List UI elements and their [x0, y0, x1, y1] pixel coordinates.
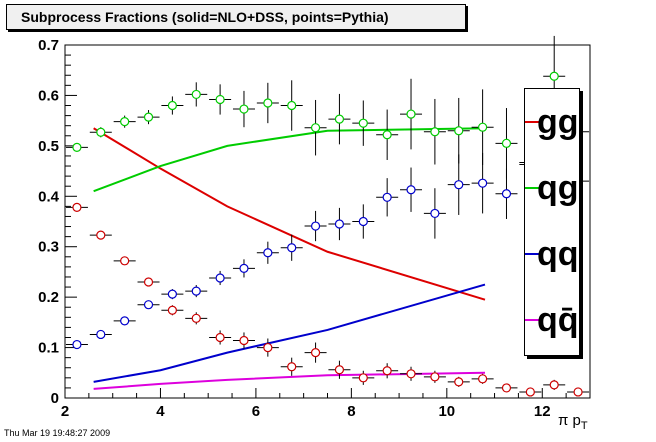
point-gg	[549, 380, 559, 390]
point-qg	[454, 126, 464, 136]
y-tick-label: 0.4	[38, 188, 60, 205]
point-qq	[143, 300, 154, 310]
point-gg	[430, 372, 440, 382]
y-tick-label: 0.2	[38, 289, 59, 306]
point-qg	[263, 98, 273, 108]
curve-qg	[93, 127, 486, 193]
y-tick-label: 0	[51, 390, 59, 407]
point-qg	[215, 94, 225, 105]
legend-label-qqbar: qq̄	[537, 301, 579, 339]
point-qq	[430, 208, 440, 219]
point-qq	[239, 263, 249, 273]
point-gg	[310, 348, 321, 358]
point-qg	[406, 109, 416, 119]
point-gg	[96, 230, 106, 240]
point-gg	[287, 362, 297, 372]
point-gg	[143, 277, 154, 287]
x-tick-label: 2	[61, 403, 69, 420]
y-tick-label: 0.6	[38, 87, 59, 104]
point-qg	[120, 117, 130, 127]
point-qq	[191, 286, 201, 296]
point-qg	[239, 104, 249, 114]
point-qq	[120, 316, 130, 326]
point-qg	[382, 130, 392, 140]
point-qg	[549, 71, 559, 81]
point-qg	[334, 114, 345, 124]
legend-swatch-gg	[525, 121, 541, 123]
point-gg	[573, 387, 583, 397]
point-qq	[406, 185, 416, 195]
point-qg	[501, 138, 512, 148]
plot-frame	[64, 44, 591, 399]
legend-swatch-qq	[525, 253, 541, 255]
x-tick-label: 4	[156, 403, 165, 420]
point-gg	[454, 377, 464, 387]
x-tick-label: 12	[534, 403, 551, 420]
point-qg	[478, 122, 488, 132]
point-qq	[501, 189, 512, 199]
point-qq	[478, 178, 488, 188]
legend-label-qq: qq	[537, 235, 579, 273]
point-qg	[191, 89, 201, 100]
y-tick-label: 0.7	[38, 37, 59, 54]
point-qq	[310, 221, 321, 231]
point-qq	[96, 329, 106, 340]
point-gg	[334, 365, 345, 375]
legend-swatch-qg	[525, 187, 541, 189]
point-qg	[310, 123, 321, 133]
timestamp: Thu Mar 19 19:48:27 2009	[4, 428, 111, 438]
curve-qq	[93, 283, 486, 383]
point-qg	[167, 100, 177, 111]
point-gg	[72, 202, 82, 212]
point-gg	[263, 342, 273, 353]
y-tick-label: 0.5	[38, 138, 59, 155]
point-qg	[143, 112, 154, 122]
point-qq	[334, 219, 345, 229]
point-gg	[215, 332, 225, 343]
y-tick-label: 0.1	[38, 340, 59, 357]
point-qg	[96, 127, 106, 137]
curve-qq̄	[93, 371, 486, 390]
x-tick-label: 6	[252, 403, 260, 420]
curve-gg	[93, 127, 486, 301]
point-gg	[120, 256, 130, 266]
point-gg	[239, 335, 249, 346]
y-tick-label: 0.3	[38, 239, 59, 256]
point-gg	[525, 387, 535, 397]
point-qg	[430, 127, 440, 137]
point-qq	[263, 248, 273, 258]
point-qq	[72, 339, 82, 350]
point-qg	[358, 118, 368, 128]
legend-swatch-qqbar	[525, 319, 541, 321]
point-qq	[215, 273, 225, 283]
point-gg	[478, 374, 488, 384]
legend-label-gg: gg	[537, 103, 579, 141]
legend: gg qg qq qq̄	[524, 88, 580, 356]
point-qq	[167, 289, 177, 299]
point-qq	[287, 243, 297, 253]
point-gg	[501, 383, 512, 393]
point-qq	[454, 180, 464, 190]
point-qg	[72, 142, 82, 152]
point-gg	[358, 373, 368, 383]
x-tick-label: 8	[347, 403, 355, 420]
point-gg	[191, 313, 201, 323]
chart-title: Subprocess Fractions (solid=NLO+DSS, poi…	[6, 4, 466, 30]
point-gg	[406, 369, 416, 379]
legend-label-qg: qg	[537, 169, 579, 207]
x-axis-label-subscript: T	[580, 420, 588, 432]
point-qg	[287, 100, 297, 111]
point-gg	[382, 366, 392, 376]
point-gg	[167, 305, 177, 315]
point-qq	[382, 192, 392, 202]
x-tick-label: 10	[438, 403, 455, 420]
x-axis-label: π pT	[558, 412, 588, 432]
point-qq	[358, 216, 368, 227]
